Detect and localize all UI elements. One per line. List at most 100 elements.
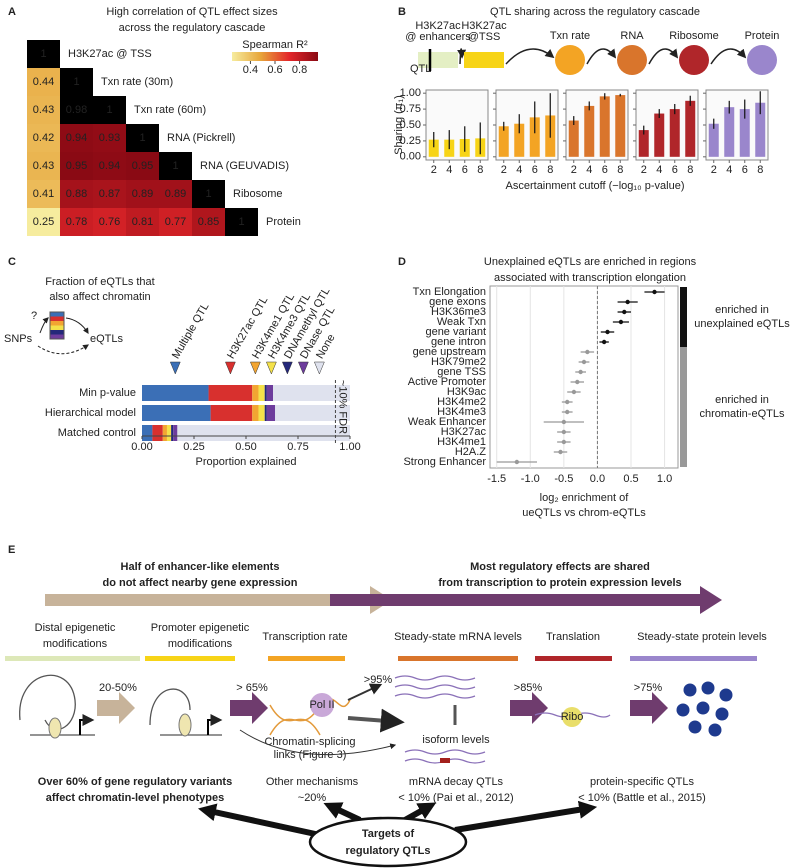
qtl-label: QTL: [410, 63, 431, 75]
bottom-label: affect chromatin-level phenotypes: [46, 792, 225, 804]
group-bar: [680, 287, 687, 347]
bar-segment: [142, 385, 209, 401]
cell-label: 0.85: [198, 216, 219, 228]
cell-label: 1: [172, 160, 178, 172]
heat-cell: [27, 180, 60, 208]
heat-cell: [192, 180, 225, 208]
label-pointer: [313, 361, 325, 375]
heat-cell: [60, 152, 93, 180]
targets-oval: [308, 816, 468, 868]
group-label: enriched in: [715, 394, 769, 406]
heat-cell: [159, 180, 192, 208]
protein: [683, 683, 697, 697]
bar-segment: [258, 385, 265, 401]
cell-label: 0.78: [66, 216, 87, 228]
target-arrow: [197, 803, 321, 838]
point: [622, 309, 627, 315]
bar-segment: [142, 405, 211, 421]
heat-cell: [159, 152, 192, 180]
x-axis-label: Ascertainment cutoff (−log₁₀ p-value): [506, 180, 685, 192]
header: from transcription to protein expression…: [438, 577, 681, 589]
cell-label: 0.98: [66, 104, 87, 116]
heat-cell: [60, 68, 93, 96]
arrow-label: >75%: [634, 682, 663, 694]
bottom-label: Over 60% of gene regulatory variants: [38, 776, 232, 788]
bar-segment: [173, 425, 178, 441]
target-arrow: [323, 802, 362, 823]
bar-segment: [142, 425, 153, 441]
cell-label: 0.43: [33, 160, 54, 172]
category-label: Matched control: [58, 427, 136, 439]
category-label: H3K4me1: [437, 436, 486, 448]
point: [565, 399, 570, 405]
stage-label: Promoter epigenetic: [151, 622, 250, 634]
eqtls-label: eQTLs: [90, 333, 124, 345]
category-label: H3K36me3: [431, 306, 486, 318]
point: [514, 459, 520, 465]
arrow-label: >85%: [514, 682, 543, 694]
bar: [669, 109, 680, 157]
plot-area: [489, 285, 679, 469]
category-label: Min p-value: [79, 387, 136, 399]
isoform-label: isoform levels: [422, 734, 490, 746]
chart-title: High correlation of QTL effect sizes: [106, 6, 278, 18]
bar: [654, 113, 665, 157]
heat-cell: [126, 152, 159, 180]
bar-segment: [208, 385, 253, 401]
stage-label: Protein: [745, 30, 780, 42]
legend-swatch: [50, 334, 64, 339]
stage-label: modifications: [168, 638, 233, 650]
bar: [599, 96, 610, 157]
x-tick-label: 1.0: [657, 473, 672, 485]
nucleosome: [178, 713, 192, 737]
x-tick-label: 8: [687, 164, 693, 176]
bar: [739, 109, 750, 157]
header: Most regulatory effects are shared: [470, 561, 650, 573]
block-arrow: [230, 692, 268, 724]
cell-label: 0.87: [99, 188, 120, 200]
stage-arrow: [648, 48, 679, 65]
bottom-label: protein-specific QTLs: [590, 776, 694, 788]
point: [581, 359, 587, 365]
stage-label: Ribosome: [669, 30, 719, 42]
label-pointer: [281, 361, 293, 375]
stage-label: Distal epigenetic: [35, 622, 116, 634]
stage-label: modifications: [43, 638, 108, 650]
mrna: [394, 693, 476, 699]
category-label: Strong Enhancer: [403, 456, 486, 468]
stage-label: Transcription rate: [262, 631, 347, 643]
heat-cell: [93, 96, 126, 124]
stage-bar: [5, 656, 140, 661]
cell-label: 0.81: [132, 216, 153, 228]
point: [625, 299, 630, 305]
stage-label: Steady-state protein levels: [637, 631, 767, 643]
x-tick-label: 8: [757, 164, 763, 176]
heat-cell: [93, 208, 126, 236]
heat-cell: [126, 124, 159, 152]
x-tick-label: 0.5: [623, 473, 638, 485]
y-axis-label: Sharing (π₁): [393, 95, 405, 155]
point: [561, 419, 567, 425]
x-tick-label: 4: [726, 164, 732, 176]
bottom-label: < 10% (Battle et al., 2015): [578, 792, 706, 804]
x-tick-label: 2: [711, 164, 717, 176]
series-label: Multiple QTL: [170, 301, 212, 361]
bar: [724, 107, 735, 157]
splicing-arrow: [239, 729, 397, 756]
stage-bar: [398, 656, 518, 661]
x-tick-label: 0.00: [131, 441, 152, 453]
bar-segment: [273, 385, 350, 401]
block-arrow: [630, 692, 668, 724]
exon: [440, 758, 450, 763]
x-tick-label: 8: [617, 164, 623, 176]
label-pointer: [265, 361, 277, 375]
targets-label: regulatory QTLs: [346, 845, 431, 857]
heat-cell: [27, 68, 60, 96]
y-tick-label: 0.75: [400, 103, 421, 115]
x-axis-label: log₂ enrichment of: [540, 492, 630, 504]
stage-bar: [268, 656, 345, 661]
cell-label: 1: [205, 188, 211, 200]
protein: [676, 703, 690, 717]
point: [575, 379, 580, 385]
